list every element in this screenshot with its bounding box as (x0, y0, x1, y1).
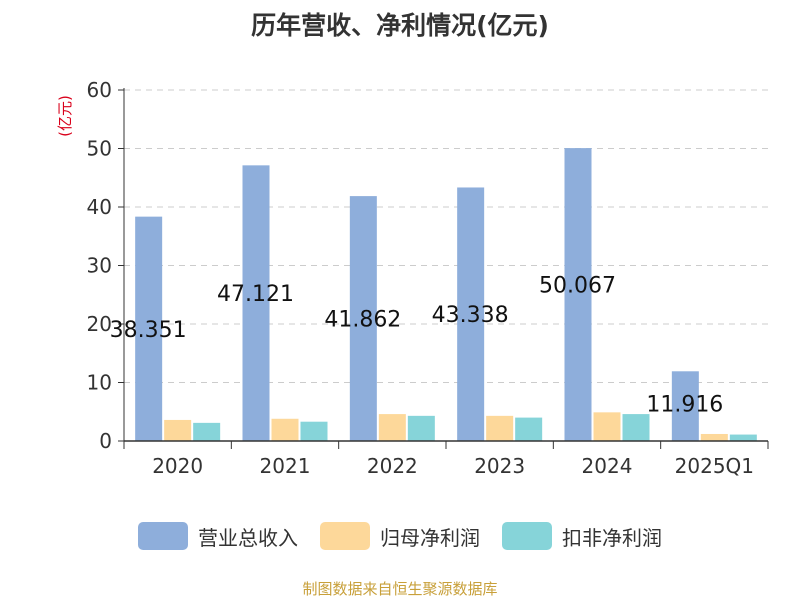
x-tick-label: 2025Q1 (675, 454, 754, 478)
bar-3 (300, 421, 328, 441)
y-tick-label: 40 (87, 195, 112, 219)
x-tick-label: 2021 (260, 454, 311, 478)
y-tick-label: 30 (87, 254, 112, 278)
legend-label: 归母净利润 (380, 525, 480, 550)
bar-3 (407, 415, 435, 441)
bar-3 (515, 417, 543, 441)
legend: 营业总收入 归母净利润 扣非净利润 (0, 518, 800, 554)
grid-layer (124, 89, 768, 383)
bar-1 (671, 371, 699, 441)
y-tick-label: 60 (87, 78, 112, 102)
bars-layer (135, 148, 757, 442)
legend-label: 扣非净利润 (562, 525, 662, 550)
legend-swatch (138, 522, 188, 550)
chart-title: 历年营收、净利情况(亿元) (251, 11, 549, 40)
x-tick-label: 2022 (367, 454, 418, 478)
bar-2 (164, 419, 192, 441)
y-tick-label: 10 (87, 371, 112, 395)
bar-3 (729, 434, 757, 441)
axis-layer: 0 10 20 30 40 50 60 2020 2021 2022 2023 2024 2025Q1 (87, 78, 769, 478)
bar-2 (271, 418, 299, 441)
bar-3 (622, 414, 650, 441)
x-tick-label: 2023 (474, 454, 525, 478)
x-tick-label: 2020 (152, 454, 203, 478)
bar-3 (193, 422, 221, 441)
bar-1 (349, 196, 377, 441)
data-label: 41.862 (324, 308, 401, 333)
labels-layer: 38.351 47.121 41.862 43.338 50.067 11.916 (110, 274, 724, 418)
data-label: 47.121 (217, 282, 294, 307)
y-tick-label: 50 (87, 137, 112, 161)
bar-1 (564, 148, 592, 442)
y-tick-label: 20 (87, 312, 112, 336)
y-axis-title: (亿元) (56, 95, 74, 137)
legend-swatch (502, 522, 552, 550)
source-note: 制图数据来自恒生聚源数据库 (302, 580, 498, 598)
legend-item[interactable]: 归母净利润 (320, 522, 480, 551)
data-label: 43.338 (432, 303, 509, 328)
bar-2 (700, 433, 728, 441)
legend-label: 营业总收入 (198, 525, 298, 550)
data-label: 11.916 (646, 392, 723, 417)
bar-2 (593, 412, 621, 441)
legend-swatch (320, 522, 370, 550)
data-label: 38.351 (110, 318, 187, 343)
legend-item[interactable]: 营业总收入 (138, 522, 298, 551)
x-tick-label: 2024 (582, 454, 633, 478)
data-label: 50.067 (539, 274, 616, 299)
y-tick-label: 0 (99, 429, 112, 453)
bar-1 (457, 187, 485, 441)
bar-1 (135, 216, 163, 441)
bar-2 (486, 415, 514, 441)
bar-1 (242, 165, 270, 441)
bar-2 (378, 414, 406, 441)
legend-item[interactable]: 扣非净利润 (502, 522, 662, 551)
